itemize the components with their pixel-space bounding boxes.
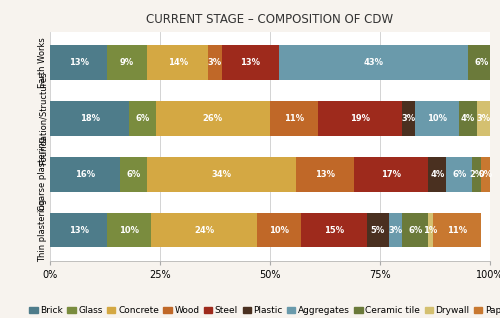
Bar [402, 213, 428, 247]
Bar [301, 213, 367, 247]
Legend: Brick, Glass, Concrete, Wood, Steel, Plastic, Aggregates, Ceramic tile, Drywall,: Brick, Glass, Concrete, Wood, Steel, Pla… [30, 307, 500, 315]
Text: 5%: 5% [370, 225, 385, 235]
Text: 11%: 11% [447, 225, 467, 235]
Text: 17%: 17% [381, 170, 401, 179]
Title: CURRENT STAGE – COMPOSITION OF CDW: CURRENT STAGE – COMPOSITION OF CDW [146, 13, 394, 26]
Text: 0%: 0% [478, 170, 492, 179]
Text: 26%: 26% [202, 114, 223, 123]
Bar [147, 157, 296, 191]
Bar [296, 157, 354, 191]
Bar [129, 101, 156, 136]
Bar [389, 213, 402, 247]
Text: 13%: 13% [240, 58, 260, 67]
Text: 3%: 3% [208, 58, 222, 67]
Bar [257, 213, 301, 247]
Bar [120, 157, 147, 191]
Bar [107, 45, 147, 80]
Text: 16%: 16% [75, 170, 96, 179]
Text: 6%: 6% [126, 170, 140, 179]
Text: 9%: 9% [120, 58, 134, 67]
Text: 2%: 2% [470, 170, 484, 179]
Text: 14%: 14% [168, 58, 188, 67]
Text: 3%: 3% [388, 225, 402, 235]
Text: 13%: 13% [68, 58, 88, 67]
Bar [50, 101, 129, 136]
Bar [156, 101, 270, 136]
Bar [270, 101, 318, 136]
Text: 18%: 18% [80, 114, 100, 123]
Text: 6%: 6% [452, 170, 466, 179]
Bar [354, 157, 428, 191]
Bar [147, 45, 208, 80]
Text: 3%: 3% [402, 114, 415, 123]
Text: 6%: 6% [408, 225, 422, 235]
Text: 1%: 1% [424, 225, 438, 235]
Text: 19%: 19% [350, 114, 370, 123]
Text: 43%: 43% [364, 58, 384, 67]
Text: 34%: 34% [212, 170, 232, 179]
Bar [428, 157, 446, 191]
Bar [279, 45, 468, 80]
Bar [415, 101, 459, 136]
Bar [107, 213, 151, 247]
Text: 10%: 10% [119, 225, 139, 235]
Text: 6%: 6% [136, 114, 149, 123]
Bar [428, 213, 433, 247]
Text: 6%: 6% [474, 58, 488, 67]
Bar [459, 101, 477, 136]
Bar [208, 45, 222, 80]
Text: 10%: 10% [269, 225, 289, 235]
Text: 3%: 3% [476, 114, 490, 123]
Bar [318, 101, 402, 136]
Text: 13%: 13% [315, 170, 335, 179]
Bar [50, 45, 107, 80]
Text: 11%: 11% [284, 114, 304, 123]
Bar [477, 101, 490, 136]
Text: 24%: 24% [194, 225, 214, 235]
Text: 4%: 4% [430, 170, 444, 179]
Bar [472, 157, 481, 191]
Bar [402, 101, 415, 136]
Bar [433, 213, 481, 247]
Bar [446, 157, 472, 191]
Bar [481, 157, 490, 191]
Bar [222, 45, 279, 80]
Bar [468, 45, 494, 80]
Text: 10%: 10% [427, 114, 447, 123]
Bar [367, 213, 389, 247]
Text: 4%: 4% [461, 114, 475, 123]
Text: 15%: 15% [324, 225, 344, 235]
Bar [50, 213, 107, 247]
Bar [50, 157, 120, 191]
Bar [151, 213, 257, 247]
Text: 13%: 13% [68, 225, 88, 235]
